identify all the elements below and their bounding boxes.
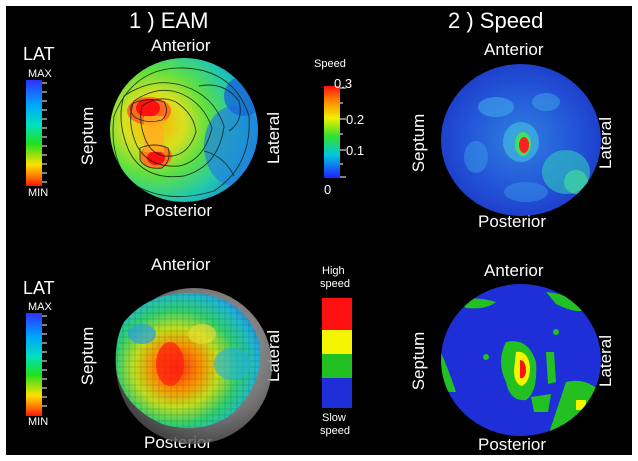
- lat-legend-min-bottom: MIN: [28, 416, 49, 428]
- speed-legend-slow-line1: Slow: [322, 412, 346, 424]
- lat-legend-label-bottom: LAT: [23, 278, 55, 298]
- eam-lat-map: [110, 58, 258, 202]
- speed-bottom-septum-label: Septum: [409, 331, 428, 391]
- lat-legend-min-top: MIN: [28, 187, 49, 199]
- eam-title: 1 ) EAM: [129, 8, 209, 33]
- lat-legend-max-top: MAX: [28, 68, 52, 80]
- speed-category-map: [441, 284, 601, 436]
- speed-tick-0-2: 0.2: [346, 112, 365, 127]
- speed-top-anterior-label: Anterior: [484, 40, 544, 59]
- figure-panel: 1 ) EAM 2 ) Speed Anterior Posterior Sep…: [6, 6, 632, 455]
- speed-tick-0: 0: [324, 182, 332, 197]
- lat-legend-max-bottom: MAX: [28, 301, 52, 313]
- eam-top-lateral-label: Lateral: [264, 112, 283, 164]
- speed-legend-high-line1: High: [322, 265, 345, 277]
- lat-legend-label-top: LAT: [23, 44, 55, 64]
- eam-3d-map: [115, 288, 272, 444]
- eam-top-anterior-label: Anterior: [151, 36, 211, 55]
- speed-bottom-anterior-label: Anterior: [484, 261, 544, 280]
- speed-title: 2 ) Speed: [448, 8, 544, 33]
- speed-top-septum-label: Septum: [409, 113, 428, 173]
- eam-bottom-anterior-label: Anterior: [151, 255, 211, 274]
- eam-top-posterior-label: Posterior: [144, 201, 213, 220]
- speed-legend-high-line2: speed: [320, 278, 350, 290]
- speed-category-bar: [322, 298, 352, 408]
- lat-colorbar-bottom: [26, 313, 47, 416]
- speed-continuous-map: [441, 64, 601, 216]
- speed-tick-0-3: 0.3: [334, 76, 353, 91]
- speed-tick-0-1: 0.1: [346, 143, 365, 158]
- lat-colorbar-top: [26, 80, 47, 186]
- speed-colorbar: [324, 86, 346, 178]
- speed-legend-slow-line2: speed: [320, 425, 350, 437]
- speed-legend-title: Speed: [314, 58, 346, 70]
- speed-bottom-posterior-label: Posterior: [478, 435, 547, 454]
- speed-top-posterior-label: Posterior: [478, 212, 547, 231]
